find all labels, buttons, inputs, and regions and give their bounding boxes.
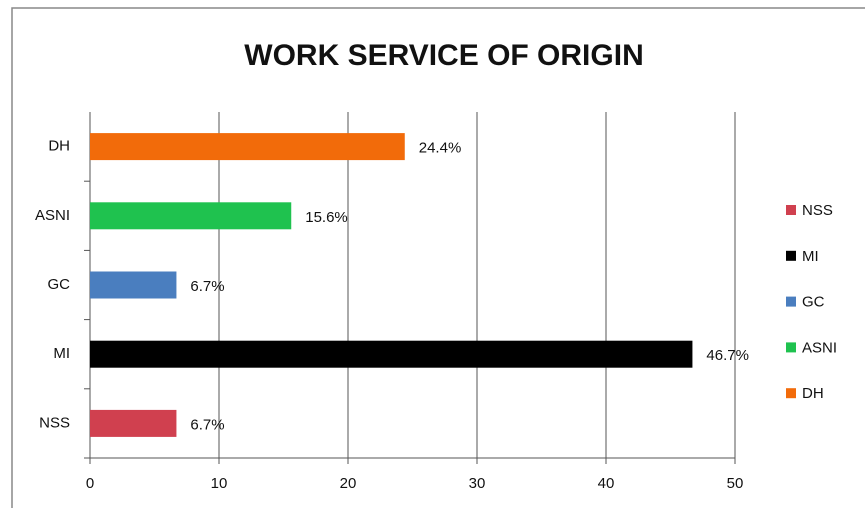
data-label: 46.7% (706, 347, 749, 364)
bar (90, 202, 292, 230)
chart-title: WORK SERVICE OF ORIGIN (244, 39, 643, 72)
y-tick-label: MI (53, 345, 70, 362)
x-tick-label: 0 (86, 475, 94, 492)
x-tick-label: 30 (469, 475, 486, 492)
y-tick-label: GC (48, 276, 71, 293)
bar (90, 340, 693, 368)
legend-label: GC (802, 294, 825, 311)
bar (90, 133, 405, 161)
legend-label: DH (802, 385, 824, 402)
legend-swatch (786, 296, 796, 307)
x-tick-label: 40 (598, 475, 615, 492)
bar (90, 409, 177, 437)
legend-swatch (786, 388, 796, 399)
legend-label: MI (802, 248, 819, 265)
legend-label: NSS (802, 202, 833, 219)
y-tick-label: NSS (39, 414, 70, 431)
x-tick-label: 50 (727, 475, 744, 492)
data-label: 6.7% (190, 416, 224, 433)
y-tick-label: DH (48, 138, 70, 155)
legend-swatch (786, 342, 796, 353)
data-label: 24.4% (419, 140, 462, 157)
bar (90, 271, 177, 299)
x-tick-label: 20 (340, 475, 357, 492)
data-label: 6.7% (190, 278, 224, 295)
legend-label: ASNI (802, 339, 837, 356)
legend-swatch (786, 250, 796, 261)
legend-swatch (786, 205, 796, 215)
x-tick-label: 10 (211, 475, 228, 492)
data-label: 15.6% (305, 209, 348, 226)
y-tick-label: ASNI (35, 207, 70, 224)
